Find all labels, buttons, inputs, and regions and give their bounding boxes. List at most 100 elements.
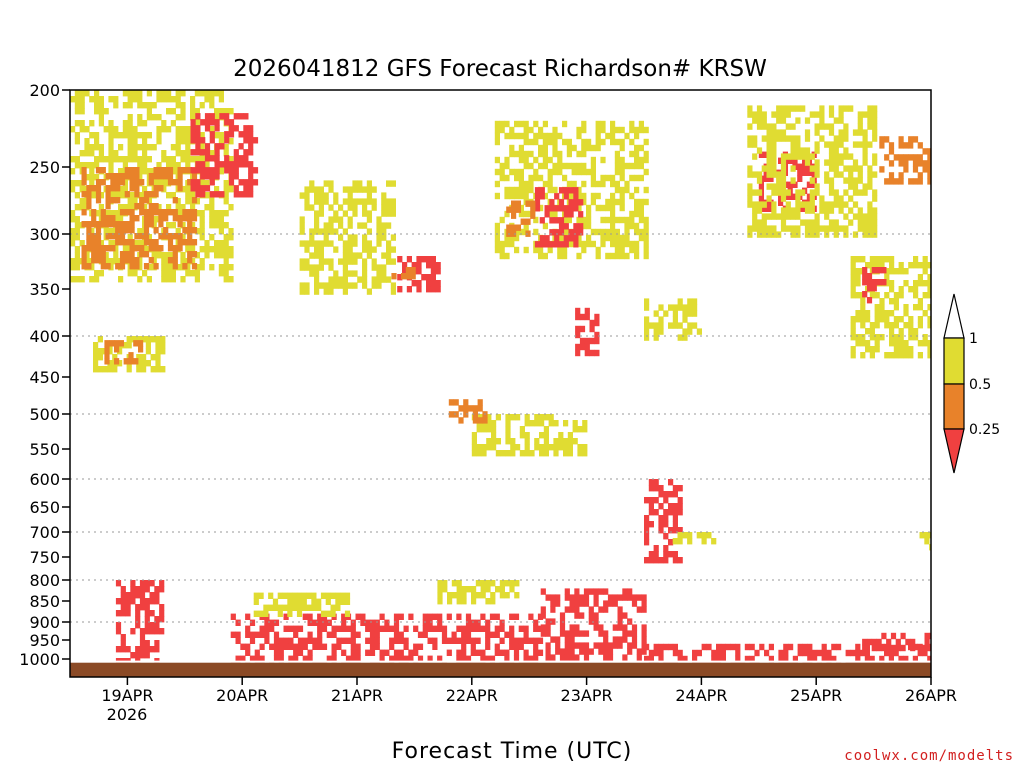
heatmap-cell [874,262,880,269]
heatmap-cell [766,183,772,190]
heatmap-cell [584,337,590,345]
heatmap-cell [341,649,347,656]
heatmap-cell [376,228,382,235]
heatmap-cell [785,207,791,214]
heatmap-cell [603,642,609,649]
heatmap-cell [84,90,90,97]
heatmap-cell [879,256,885,263]
heatmap-cell [167,167,174,174]
heatmap-cell [776,231,782,238]
heatmap-cell [677,334,683,341]
heatmap-cell [362,258,368,265]
heatmap-cell [888,142,895,149]
heatmap-cell [448,399,454,406]
heatmap-cell [509,186,515,194]
heatmap-cell [696,328,702,335]
heatmap-cell [872,207,878,214]
heatmap-cell [638,174,644,182]
heatmap-cell [730,643,736,651]
heatmap-cell [98,120,104,127]
heatmap-cell [539,187,545,194]
heatmap-cell [172,263,178,270]
heatmap-cell [927,304,931,311]
heatmap-cell [148,215,154,222]
heatmap-cell [809,207,815,214]
heatmap-cell [430,268,436,275]
heatmap-cell [766,165,772,172]
heatmap-cell [494,643,500,650]
heatmap-cell [84,150,90,157]
heatmap-cell [780,207,787,214]
heatmap-cell [144,616,150,623]
heatmap-cell [828,111,835,118]
heatmap-cell [228,179,235,186]
heatmap-cell [252,167,259,174]
heatmap-cell [421,274,427,281]
heatmap-cell [139,652,146,659]
heatmap-cell [514,228,520,236]
heatmap-cell [333,216,339,223]
heatmap-cell [648,322,654,329]
heatmap-cell [855,280,861,287]
heatmap-cell [190,179,196,186]
heatmap-cell [70,234,76,241]
heatmap-cell [465,619,472,626]
heatmap-cell [209,179,215,186]
heatmap-cell [139,233,145,240]
heatmap-cell [558,205,565,212]
heatmap-cell [214,167,220,174]
heatmap-cell [316,604,322,611]
heatmap-cell [619,126,625,134]
heatmap-cell [852,165,859,172]
heatmap-cell [167,179,174,186]
heatmap-cell [814,225,820,232]
heatmap-cell [833,117,839,124]
heatmap-cell [668,503,674,510]
heatmap-cell [352,258,358,265]
heatmap-cell [800,201,806,208]
ground-strip [70,662,931,677]
heatmap-cell [132,240,138,247]
heatmap-cell [314,216,320,223]
heatmap-cell [514,592,520,599]
heatmap-cell [477,399,483,406]
heatmap-cell [70,156,76,163]
heatmap-cell [881,644,887,652]
heatmap-cell [79,150,85,157]
heatmap-cell [248,161,254,168]
heatmap-cell [895,638,901,646]
heatmap-cell [622,612,628,619]
heatmap-cell [518,186,524,194]
heatmap-cell [850,334,856,341]
heatmap-cell [913,304,919,311]
heatmap-cell [787,193,793,200]
heatmap-cell [105,185,111,192]
heatmap-cell [204,162,210,169]
heatmap-cell [557,252,563,260]
heatmap-cell [185,156,191,163]
heatmap-cell [143,209,150,216]
heatmap-cell [154,640,160,647]
heatmap-cell [393,625,400,632]
heatmap-cell [209,126,215,133]
heatmap-cell [553,420,559,427]
heatmap-cell [838,141,844,148]
heatmap-cell [230,631,236,638]
heatmap-cell [94,276,100,283]
heatmap-cell [190,114,196,121]
heatmap-cell [872,105,878,112]
heatmap-cell [569,636,575,643]
heatmap-cell [872,219,878,226]
heatmap-cell [74,138,80,145]
heatmap-cell [785,201,791,208]
heatmap-cell [199,228,205,235]
heatmap-cell [426,280,432,287]
heatmap-cell [821,643,827,651]
heatmap-cell [91,215,97,222]
heatmap-cell [127,102,133,109]
heatmap-cell [553,450,559,457]
heatmap-cell [214,246,220,253]
heatmap-cell [194,90,200,97]
heatmap-cell [127,96,133,103]
heatmap-cell [848,165,854,172]
